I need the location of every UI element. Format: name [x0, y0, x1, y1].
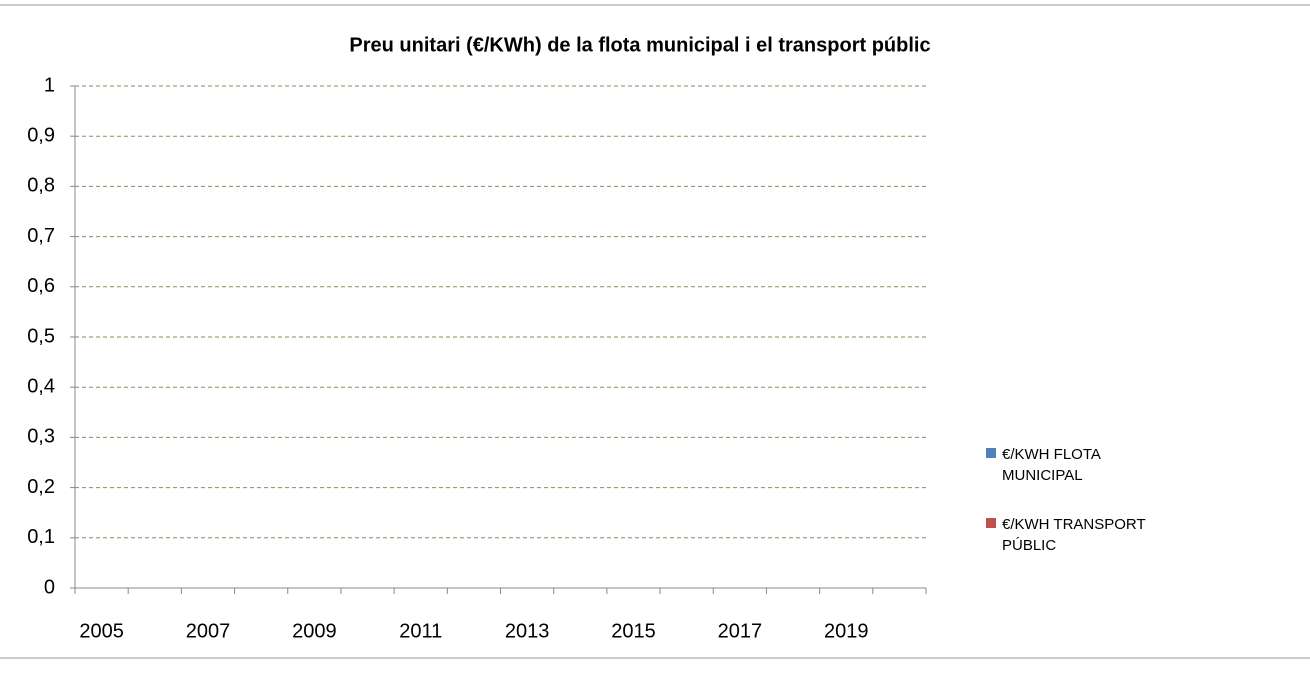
legend-swatch: [986, 448, 996, 458]
legend-item: €/KWH FLOTA MUNICIPAL: [986, 444, 1162, 486]
legend-label: €/KWH FLOTA MUNICIPAL: [1002, 446, 1101, 484]
legend: €/KWH FLOTA MUNICIPAL €/KWH TRANSPORT PÚB…: [986, 444, 1162, 584]
x-tick-label: 2015: [611, 620, 656, 642]
x-tick-label: 2019: [824, 620, 869, 642]
y-tick-label: 0,7: [27, 225, 55, 247]
x-tick-label: 2011: [399, 620, 442, 642]
x-tick-label: 2009: [292, 620, 337, 642]
legend-item: €/KWH TRANSPORT PÚBLIC: [986, 514, 1162, 556]
x-tick-label: 2013: [505, 620, 550, 642]
y-tick-label: 1: [44, 74, 55, 96]
y-tick-label: 0,8: [27, 175, 55, 197]
legend-swatch: [986, 518, 996, 528]
y-tick-label: 0,3: [27, 426, 55, 448]
y-tick-label: 0,5: [27, 325, 55, 347]
x-tick-label: 2005: [79, 620, 124, 642]
y-tick-label: 0,6: [27, 275, 55, 297]
legend-label: €/KWH TRANSPORT PÚBLIC: [1002, 516, 1146, 554]
y-tick-label: 0,1: [27, 526, 55, 548]
x-tick-label: 2007: [186, 620, 231, 642]
y-tick-label: 0,4: [27, 375, 55, 397]
x-tick-label: 2017: [718, 620, 763, 642]
y-tick-label: 0: [44, 576, 55, 598]
chart-title: Preu unitari (€/KWh) de la flota municip…: [349, 34, 930, 56]
y-tick-label: 0,2: [27, 476, 55, 498]
y-tick-label: 0,9: [27, 124, 55, 146]
